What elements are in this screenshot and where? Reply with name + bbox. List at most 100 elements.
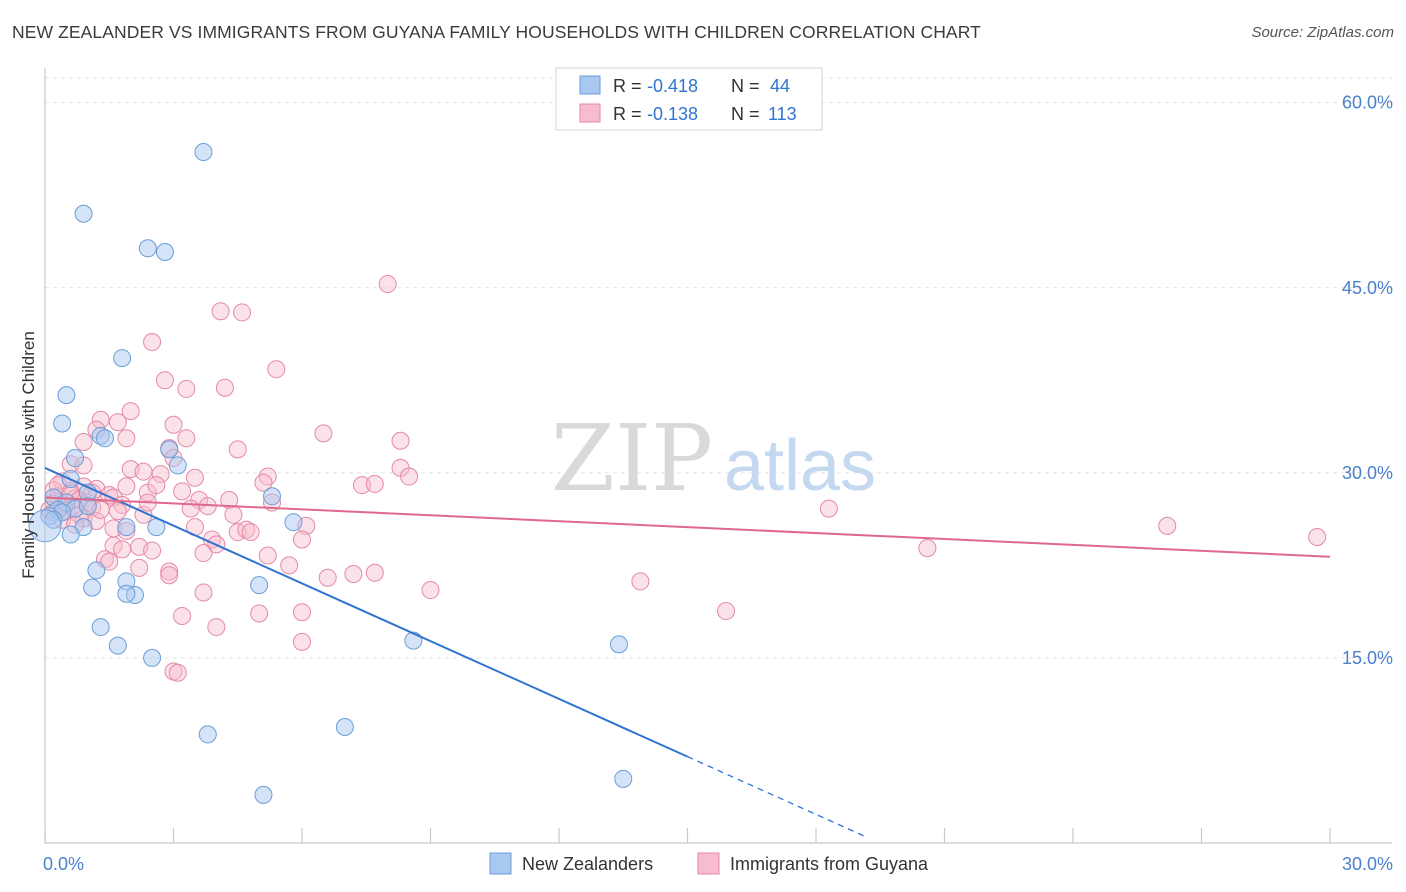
- point-guyana-110: [228, 440, 247, 459]
- point-guyana-8: [121, 402, 140, 421]
- x-tick-label-0: 0.0%: [43, 854, 84, 874]
- trend-line-nz: [44, 466, 688, 758]
- point-guyana-93: [250, 604, 269, 623]
- y-tick-label-1: 30.0%: [1342, 463, 1393, 483]
- point-guyana-88: [365, 563, 384, 582]
- point-nz-39: [335, 718, 354, 737]
- legend-n-label-2: N =: [731, 104, 765, 124]
- point-guyana-3: [143, 333, 162, 352]
- point-guyana-2: [233, 303, 252, 322]
- point-nz-41: [614, 769, 633, 788]
- point-nz-5: [57, 386, 76, 405]
- legend-r-value-1: -0.418: [647, 76, 698, 96]
- legend-n-value-1: 44: [770, 76, 790, 96]
- point-guyana-96: [207, 618, 226, 637]
- legend-n-value-2: 113: [768, 104, 797, 124]
- bottom-legend-swatch-guyana: [697, 852, 720, 875]
- point-guyana-91: [421, 581, 440, 600]
- point-guyana-15: [177, 429, 196, 448]
- chart-title: NEW ZEALANDER VS IMMIGRANTS FROM GUYANA …: [12, 22, 981, 42]
- point-guyana-30: [400, 467, 419, 486]
- point-guyana-79: [293, 530, 311, 549]
- point-guyana-86: [318, 568, 337, 587]
- legend-n-label-1: N =: [731, 76, 765, 96]
- point-guyana-81: [100, 552, 119, 571]
- point-guyana-92: [173, 606, 192, 625]
- point-guyana-11: [164, 415, 183, 434]
- point-guyana-75: [143, 541, 162, 560]
- point-guyana-39: [173, 482, 192, 501]
- point-guyana-10: [108, 413, 127, 432]
- point-nz-40: [198, 725, 217, 744]
- point-nz-3: [155, 242, 174, 261]
- point-guyana-4: [267, 360, 286, 379]
- point-guyana-83: [160, 562, 179, 581]
- point-guyana-76: [194, 544, 213, 563]
- y-tick-label-3: 60.0%: [1342, 93, 1393, 113]
- point-guyana-5: [155, 371, 174, 390]
- point-nz-8: [95, 429, 114, 448]
- point-nz-10: [65, 449, 84, 468]
- y-tick-label-2: 45.0%: [1342, 278, 1393, 298]
- watermark-atlas: atlas: [724, 426, 876, 506]
- point-guyana-99: [168, 663, 187, 682]
- series-nz-points: [28, 143, 633, 804]
- point-guyana-69: [1308, 528, 1327, 546]
- stats-legend: R = -0.418 N = 44 R = -0.138 N = 113: [555, 67, 823, 131]
- bottom-legend-label-nz: New Zealanders: [522, 854, 653, 874]
- point-guyana-56: [181, 499, 200, 518]
- watermark-zip: ZIP: [551, 405, 713, 512]
- point-guyana-0: [378, 275, 397, 294]
- point-nz-43: [28, 509, 62, 543]
- gridlines: [45, 77, 1392, 659]
- legend-r-value-2: -0.138: [647, 104, 698, 124]
- point-guyana-68: [1158, 516, 1177, 535]
- point-guyana-14: [117, 429, 136, 448]
- point-nz-4: [113, 349, 132, 368]
- trend-lines: [44, 466, 1331, 839]
- x-tick-label-1: 30.0%: [1342, 854, 1393, 874]
- point-guyana-59: [819, 499, 838, 518]
- point-guyana-73: [113, 540, 132, 559]
- point-guyana-66: [241, 523, 260, 542]
- legend-r-label-1: R =: [613, 76, 647, 96]
- point-guyana-6: [177, 379, 196, 398]
- point-nz-37: [108, 636, 127, 655]
- point-nz-1: [74, 204, 93, 223]
- point-guyana-97: [293, 632, 311, 651]
- point-nz-11: [168, 456, 187, 475]
- point-nz-31: [83, 578, 102, 597]
- point-guyana-7: [215, 378, 234, 397]
- point-guyana-54: [108, 502, 127, 521]
- point-guyana-41: [220, 490, 239, 509]
- point-guyana-82: [130, 558, 149, 577]
- point-guyana-29: [365, 474, 384, 493]
- point-guyana-95: [717, 602, 736, 621]
- point-guyana-94: [293, 603, 311, 622]
- legend-swatch-nz: [579, 75, 601, 95]
- point-nz-23: [284, 513, 303, 532]
- point-guyana-28: [352, 476, 371, 495]
- trend-line-guyana: [44, 496, 1331, 558]
- trend-line-nz-extension: [687, 756, 868, 839]
- y-tick-label-0: 15.0%: [1342, 648, 1393, 668]
- bottom-legend-swatch-nz: [489, 852, 512, 875]
- bottom-legend-label-guyana: Immigrants from Guyana: [730, 854, 929, 874]
- point-nz-33: [117, 584, 136, 603]
- tick-labels: 15.0% 30.0% 45.0% 60.0% 0.0% 30.0%: [43, 93, 1393, 874]
- legend-r-label-2: R =: [613, 104, 647, 124]
- point-guyana-27: [254, 473, 273, 492]
- point-nz-27: [61, 525, 80, 544]
- point-guyana-17: [391, 431, 410, 450]
- point-nz-28: [87, 561, 106, 580]
- y-axis-label: Family Households with Children: [19, 331, 38, 579]
- point-guyana-1: [211, 302, 230, 321]
- point-nz-9: [160, 440, 179, 459]
- point-guyana-87: [344, 565, 363, 584]
- source-label: Source: ZipAtlas.com: [1251, 24, 1394, 41]
- point-nz-35: [404, 631, 423, 650]
- point-nz-34: [91, 618, 110, 637]
- point-guyana-85: [160, 566, 179, 585]
- axes: [44, 68, 1392, 844]
